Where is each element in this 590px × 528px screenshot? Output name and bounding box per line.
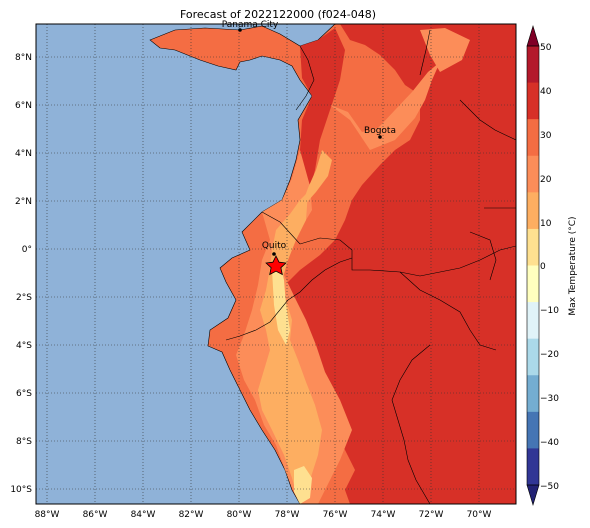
colorbar-segment: [527, 448, 539, 486]
colorbar-tick: −20: [540, 350, 559, 360]
city-bogota: Bogota: [364, 126, 396, 139]
city-label: Bogota: [364, 126, 396, 136]
lat-tick: 0°: [22, 245, 32, 255]
lon-tick: 82°W: [179, 510, 204, 520]
gridlines: [36, 24, 516, 504]
lon-tick: 78°W: [275, 510, 300, 520]
colorbar-ticks: 50 40 30 20 10 0 −10 −20 −30 −40 −50: [540, 43, 559, 492]
cool-band-andes: [272, 262, 290, 345]
lat-tick: 8°N: [15, 53, 32, 63]
colorbar-segment: [527, 411, 539, 449]
colorbar-frame: [526, 45, 540, 486]
lat-tick: 4°S: [16, 341, 32, 351]
cool-patch-south: [294, 466, 312, 504]
city-dot: [272, 252, 276, 256]
lat-ticks: 8°N 6°N 4°N 2°N 0° 2°S 4°S 6°S 8°S 10°S: [10, 53, 32, 495]
map-frame: [35, 23, 517, 505]
colorbar-segment: [527, 228, 539, 266]
hot-zone-north: [298, 28, 345, 190]
colorbar-tick: 10: [540, 219, 552, 229]
lon-tick: 86°W: [83, 510, 108, 520]
colorbar-segment: [527, 119, 539, 157]
colorbar-segment: [527, 46, 539, 84]
city-markers: Panama City Bogota Quito: [222, 20, 396, 276]
lon-tick: 84°W: [131, 510, 156, 520]
city-label: Quito: [262, 241, 287, 251]
colorbar-segment: [527, 82, 539, 120]
warm-patch-north: [420, 28, 470, 72]
lon-tick: 70°W: [467, 510, 492, 520]
colorbar-tick: 50: [540, 43, 552, 53]
colorbar-segment: [527, 302, 539, 340]
lon-tick: 88°W: [35, 510, 60, 520]
colorbar-segment: [527, 192, 539, 230]
lon-tick: 76°W: [323, 510, 348, 520]
city-label: Panama City: [222, 20, 279, 30]
lat-tick: 2°N: [15, 197, 32, 207]
lat-tick: 6°N: [15, 101, 32, 111]
city-dot: [238, 28, 242, 32]
colorbar-segment: [527, 265, 539, 303]
colorbar-tick: 0: [540, 262, 546, 272]
colorbar: 50 40 30 20 10 0 −10 −20 −30 −40 −50 Max…: [526, 24, 578, 507]
city-panama-city: Panama City: [222, 20, 279, 32]
colorbar-segment: [527, 155, 539, 193]
colorbar-tick: 30: [540, 131, 552, 141]
city-quito: Quito: [262, 241, 287, 256]
lon-tick: 72°W: [419, 510, 444, 520]
colorbar-segment: [527, 338, 539, 376]
colorbar-tick: −30: [540, 394, 559, 404]
lat-tick: 2°S: [16, 293, 32, 303]
colorbar-tick: 40: [540, 87, 552, 97]
colorbar-tick: −10: [540, 306, 559, 316]
map-title: Forecast of 2022122000 (f024-048): [180, 8, 376, 21]
colorbar-label: Max Temperature (°C): [568, 216, 578, 315]
lon-tick: 80°W: [227, 510, 252, 520]
colorbar-top-triangle: [526, 24, 540, 47]
mild-band-central: [300, 150, 332, 210]
lat-tick: 10°S: [10, 485, 32, 495]
colorbar-tick: −50: [540, 482, 559, 492]
lat-tick: 6°S: [16, 389, 32, 399]
country-borders: [225, 29, 516, 504]
lon-tick: 74°W: [371, 510, 396, 520]
colorbar-tick: 20: [540, 175, 552, 185]
lat-tick: 4°N: [15, 149, 32, 159]
warm-band-highlands: [330, 62, 440, 150]
colorbar-tick: −40: [540, 438, 559, 448]
lat-tick: 8°S: [16, 437, 32, 447]
colorbar-segment: [527, 375, 539, 413]
colorbar-bottom-triangle: [526, 484, 540, 507]
star-icon: [265, 255, 287, 276]
lon-ticks: 88°W 86°W 84°W 82°W 80°W 78°W 76°W 74°W …: [35, 510, 492, 520]
colorbar-segments: [527, 46, 539, 486]
city-dot: [378, 135, 382, 139]
